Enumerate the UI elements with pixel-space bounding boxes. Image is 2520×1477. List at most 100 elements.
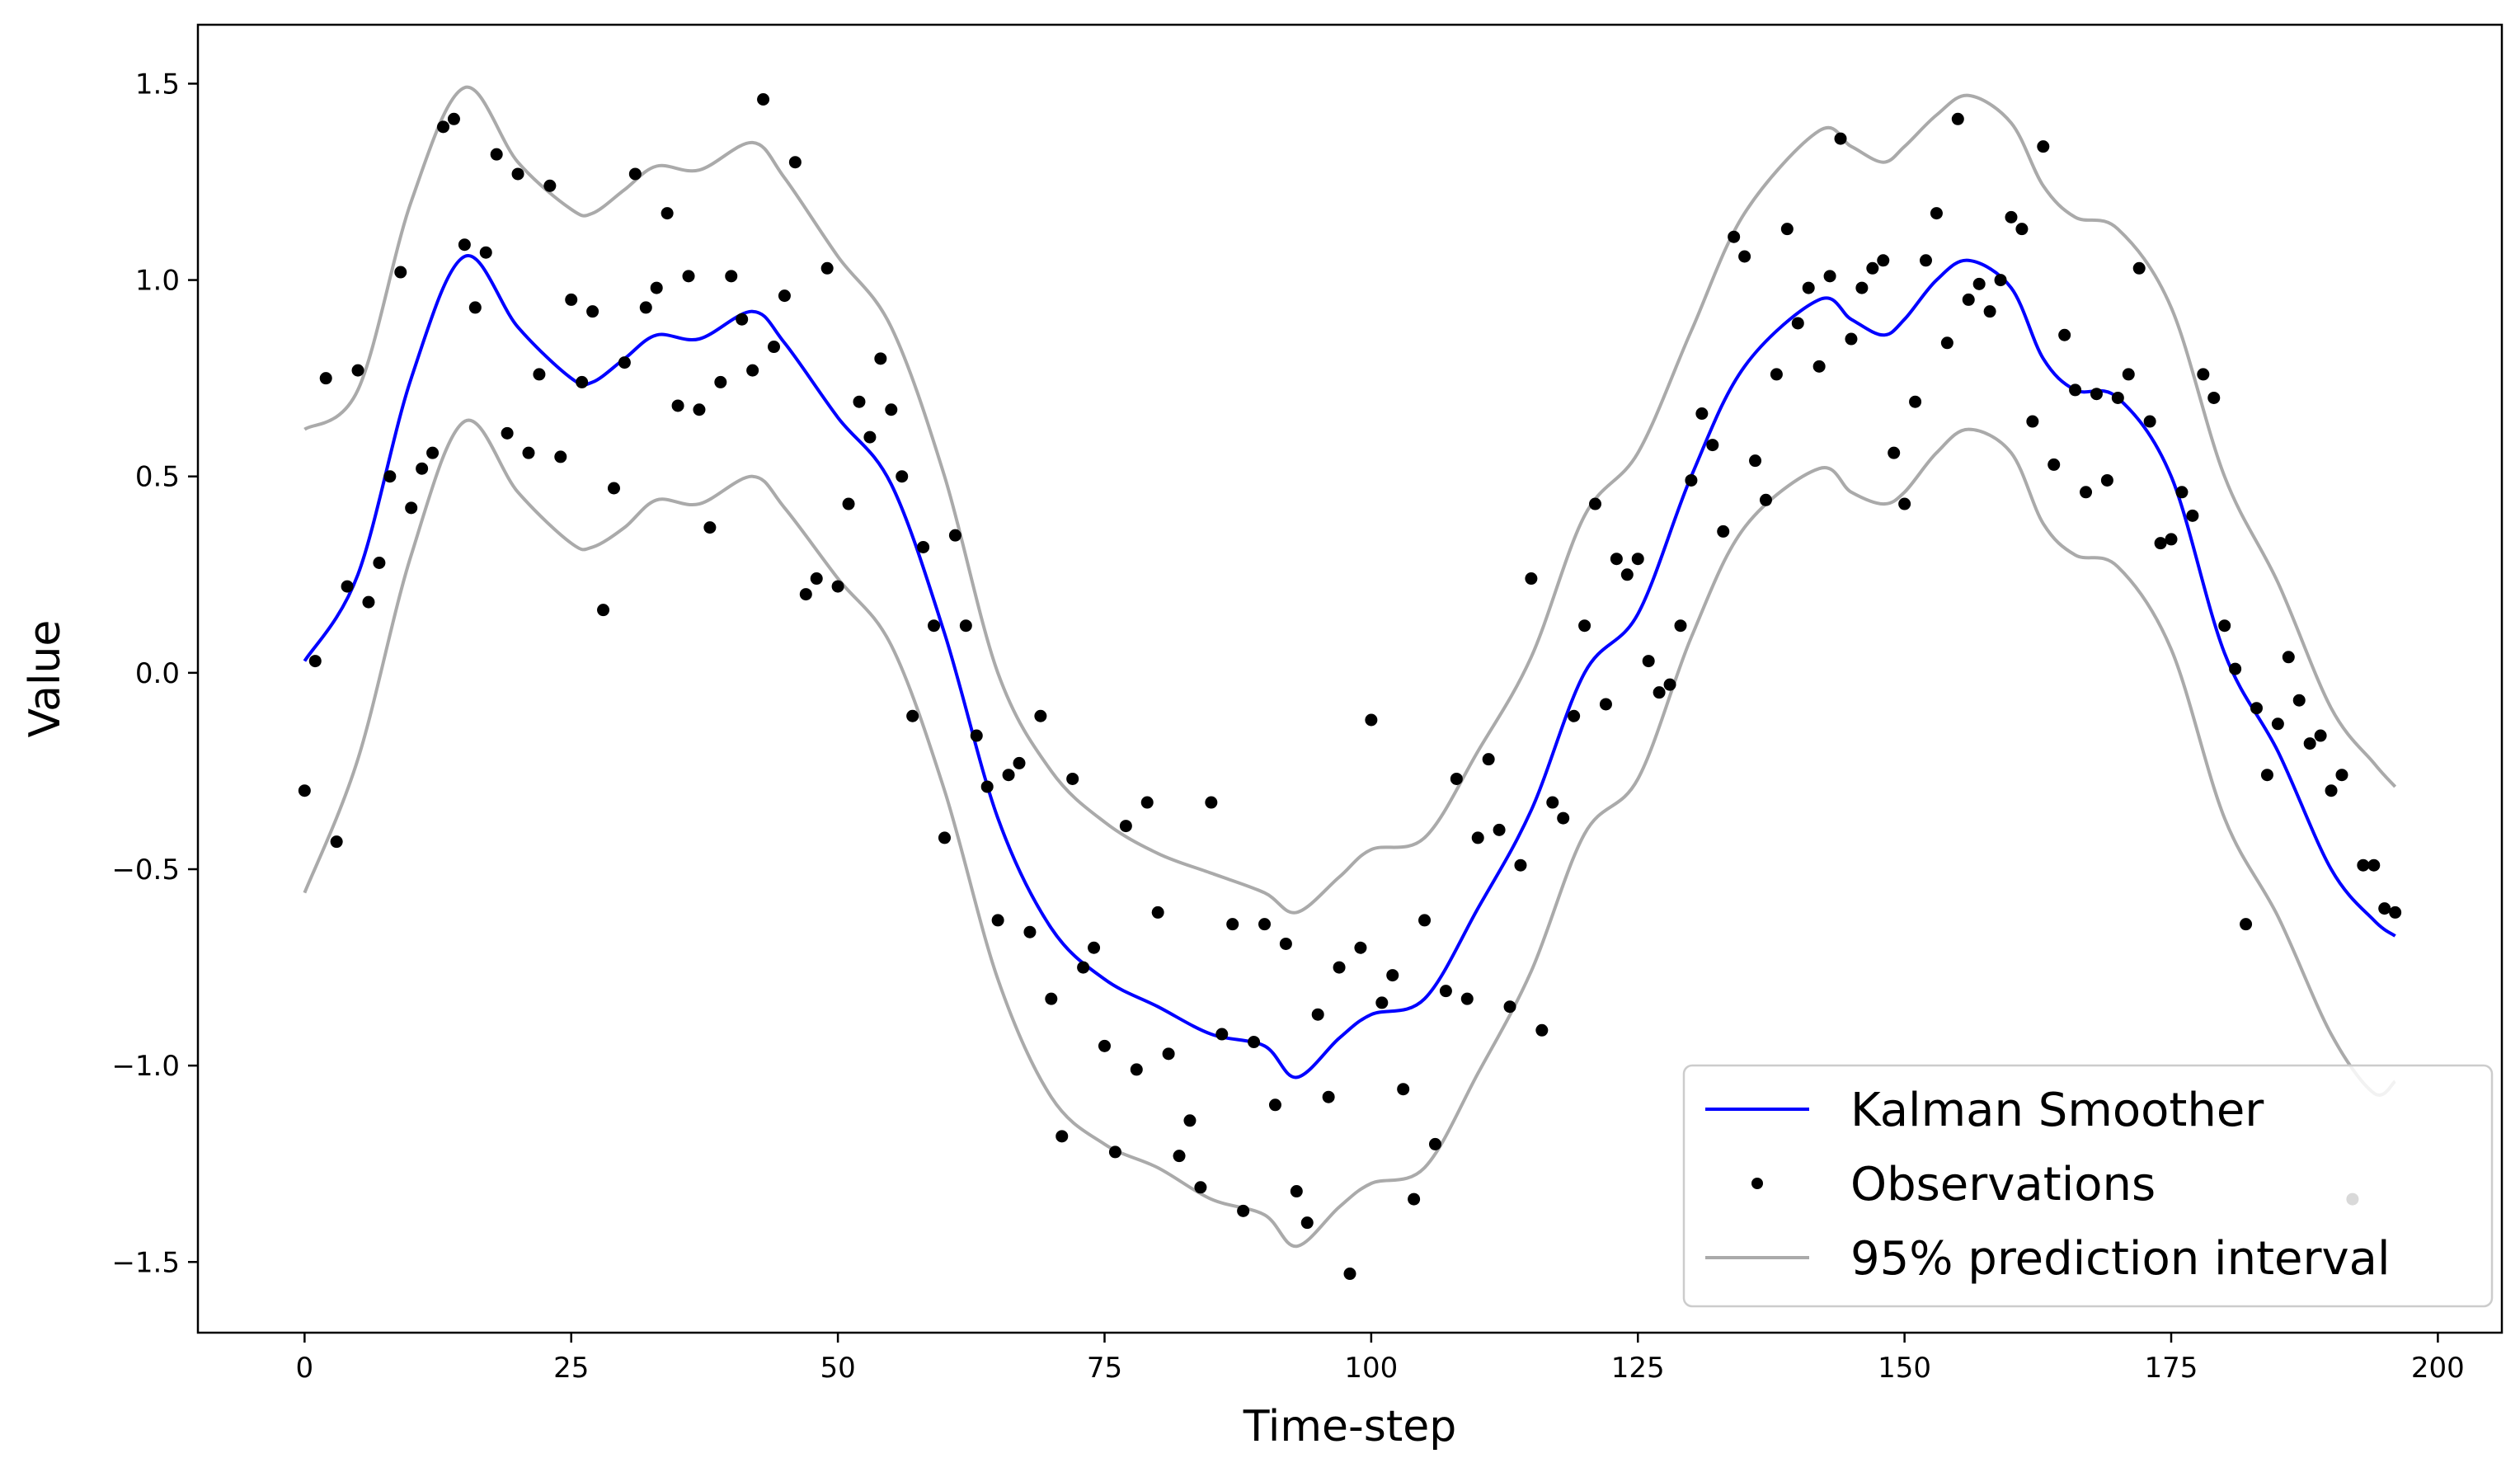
observation-point — [2080, 486, 2093, 499]
observation-point — [757, 92, 770, 106]
observation-point — [1343, 1268, 1356, 1281]
observation-point — [2143, 415, 2156, 428]
x-tick-label: 25 — [553, 1352, 589, 1385]
observation-point — [2389, 905, 2402, 919]
observation-point — [1920, 254, 1932, 267]
observation-point — [1568, 709, 1581, 722]
observation-point — [831, 580, 844, 593]
observation-point — [1994, 274, 2007, 287]
observation-point — [1951, 112, 1964, 125]
observation-point — [928, 619, 941, 633]
observation-point — [1108, 1145, 1121, 1159]
observation-point — [1002, 769, 1015, 782]
observation-point — [1290, 1185, 1303, 1198]
observation-point — [1098, 1039, 1111, 1052]
observation-point — [703, 521, 717, 534]
observation-point — [576, 375, 589, 388]
observation-point — [1311, 1008, 1324, 1021]
observation-point — [2037, 140, 2050, 153]
y-tick-label: 0.0 — [135, 657, 180, 690]
observation-point — [308, 655, 322, 668]
observation-point — [2132, 261, 2146, 275]
observation-point — [1930, 207, 1943, 220]
observation-point — [1279, 937, 1292, 950]
observation-point — [2260, 769, 2273, 782]
observation-point — [1162, 1047, 1175, 1061]
observation-point — [2250, 702, 2263, 715]
y-tick-label: −0.5 — [111, 854, 180, 887]
observation-point — [2271, 717, 2284, 731]
observation-point — [490, 148, 503, 161]
observation-point — [2015, 223, 2029, 236]
observation-point — [1055, 1130, 1069, 1143]
y-axis-label: Value — [21, 620, 70, 738]
observation-point — [2100, 473, 2113, 487]
observation-point — [1802, 281, 1815, 294]
observation-point — [565, 293, 578, 306]
observation-point — [2367, 858, 2381, 872]
observation-point — [511, 167, 524, 181]
observation-point — [1972, 277, 1986, 290]
observation-point — [447, 112, 460, 125]
observation-point — [1845, 332, 1858, 346]
observation-point — [1418, 914, 1432, 927]
observation-point — [330, 835, 343, 849]
observation-point — [2229, 662, 2242, 675]
observation-point — [2175, 486, 2189, 499]
observation-point — [597, 604, 610, 617]
observation-point — [1728, 230, 1741, 243]
observation-point — [2197, 368, 2210, 381]
observation-point — [1077, 961, 1090, 974]
observation-point — [2048, 458, 2061, 471]
observation-point — [2026, 415, 2039, 428]
observation-point — [1557, 811, 1570, 825]
observation-point — [1013, 756, 1026, 769]
observation-point — [543, 179, 557, 192]
observation-point — [799, 588, 812, 601]
observation-point — [2165, 533, 2178, 546]
observation-point — [1855, 281, 1869, 294]
observation-point — [1503, 1000, 1516, 1014]
observation-point — [2378, 902, 2391, 915]
observation-point — [394, 266, 407, 279]
observation-point — [298, 784, 311, 797]
observation-point — [906, 709, 919, 722]
observation-point — [479, 246, 492, 259]
observation-point — [1205, 796, 1218, 809]
observation-point — [468, 301, 482, 314]
observation-point — [618, 356, 631, 369]
observation-point — [842, 497, 855, 510]
observation-point — [1408, 1192, 1421, 1206]
observation-point — [1183, 1114, 1197, 1127]
y-tick-label: 0.5 — [135, 461, 180, 494]
observation-point — [938, 831, 951, 844]
smoother-line — [303, 254, 2396, 1080]
observation-point — [1439, 985, 1452, 998]
observation-point — [2282, 651, 2295, 664]
observation-point — [501, 426, 514, 440]
y-tick-label: −1.5 — [111, 1246, 180, 1279]
series-layer — [298, 85, 2402, 1281]
observation-point — [693, 403, 706, 416]
observation-point — [1482, 753, 1495, 766]
observation-point — [917, 540, 930, 553]
y-tick-label: 1.0 — [135, 265, 180, 298]
x-axis: 0 25 50 75 100 125 150 175 200 — [296, 1333, 2465, 1385]
observation-point — [1066, 772, 1079, 785]
observation-point — [1909, 395, 1922, 408]
observation-point — [1268, 1098, 1281, 1112]
observation-point — [1237, 1204, 1250, 1217]
observation-point — [1620, 568, 1634, 581]
observation-point — [1888, 446, 1901, 459]
plot-frame — [196, 23, 2504, 1334]
observation-point — [522, 446, 535, 459]
legend-smoother-label: Kalman Smoother — [1850, 1084, 2264, 1137]
observation-point — [1759, 493, 1772, 506]
observation-point — [1738, 250, 1751, 263]
observation-point — [1034, 709, 1047, 722]
observation-point — [1717, 524, 1730, 538]
observation-point — [661, 207, 674, 220]
observation-point — [1450, 772, 1463, 785]
observation-point — [351, 364, 364, 377]
